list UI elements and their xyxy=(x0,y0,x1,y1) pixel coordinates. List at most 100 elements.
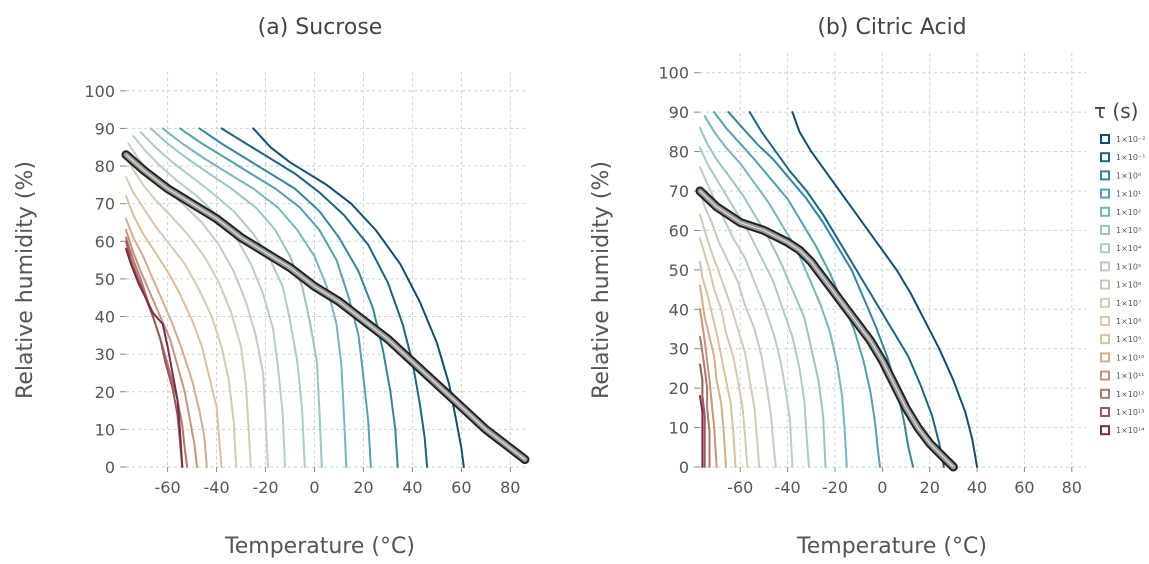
panel-b-tau-curve-0 xyxy=(791,111,979,468)
panel-a-title: (a) Sucrose xyxy=(258,15,383,40)
legend-label: 1×10⁸ xyxy=(1116,317,1141,326)
legend-label: 1×10¹ xyxy=(1116,190,1141,199)
legend-label: 1×10² xyxy=(1116,208,1141,217)
panel-b-ytick-label: 70 xyxy=(669,182,689,201)
panel-b-ytick-label: 100 xyxy=(658,64,689,83)
panel-a-ytick-label: 100 xyxy=(84,82,115,101)
legend-swatch xyxy=(1100,279,1110,290)
legend-label: 1×10⁴ xyxy=(1116,244,1141,253)
legend-label: 1×10⁵ xyxy=(1116,262,1141,271)
panel-a-ytick-label: 90 xyxy=(95,119,115,138)
panel-a-xtick-label: 20 xyxy=(353,478,373,497)
panel-a-ytick-label: 80 xyxy=(95,157,115,176)
legend-swatch xyxy=(1100,261,1110,272)
legend-swatch xyxy=(1100,152,1110,163)
panel-b-tau-curve-11 xyxy=(699,261,737,468)
panel-b-xtick-label: 40 xyxy=(967,478,987,497)
panel-a-ytick-label: 60 xyxy=(95,232,115,251)
panel-a-ytick-label: 50 xyxy=(95,270,115,289)
panel-b-tau-curve-3 xyxy=(713,111,881,468)
panel-b-ytick-label: 0 xyxy=(679,458,689,477)
legend-label: 1×10⁻¹ xyxy=(1116,153,1145,162)
legend-label: 1×10⁹ xyxy=(1116,335,1141,344)
panel-b-ticks: -60 -40 -20 0 20 40 60 80 0 10 20 30 40 50 60 70 80 90 100 xyxy=(658,64,1082,497)
panel-a-tau-curve-16 xyxy=(125,247,184,468)
panel-b-tau-curve-13 xyxy=(699,308,718,468)
panel-a-tau-curve-12 xyxy=(125,217,208,468)
legend-title: τ (s) xyxy=(1094,99,1138,123)
panel-b-ytick-label: 90 xyxy=(669,103,689,122)
legend-label: 1×10⁶ xyxy=(1116,281,1141,290)
panel-a-tau-curve-4 xyxy=(161,127,348,468)
panel-a-tau-curve-2 xyxy=(198,127,399,468)
panel-a-ytick-label: 30 xyxy=(95,345,115,364)
panel-b-ytick-label: 20 xyxy=(669,379,689,398)
panel-a-xtick-label: -40 xyxy=(204,478,230,497)
panel-b-xtick-label: 80 xyxy=(1062,478,1082,497)
panel-a-ytick-label: 70 xyxy=(95,195,115,214)
panel-a-xtick-label: -60 xyxy=(155,478,181,497)
panel-b-xtick-label: -20 xyxy=(822,478,848,497)
panel-b-xtick-label: 0 xyxy=(877,478,887,497)
legend-label: 1×10¹⁰ xyxy=(1116,353,1144,362)
panel-b-tau-curve-9 xyxy=(699,213,761,468)
panel-a-tau-curve-0 xyxy=(252,127,465,468)
panel-b-glass-band-center xyxy=(699,190,954,468)
panel-b-ytick-label: 30 xyxy=(669,340,689,359)
legend-swatch xyxy=(1100,188,1110,199)
panel-a-tau-curve-13 xyxy=(125,229,198,468)
panel-b-ytick-label: 80 xyxy=(669,143,689,162)
legend-swatch xyxy=(1100,352,1110,363)
panel-a-ytick-label: 40 xyxy=(95,308,115,327)
panel-b-glass-transition xyxy=(695,186,958,472)
legend-swatch xyxy=(1100,297,1110,308)
legend: τ (s) 1×10⁻²1×10⁻¹1×10⁰1×10¹1×10²1×10³1×… xyxy=(1094,99,1145,436)
panel-b-tau-curve-5 xyxy=(699,126,827,468)
panel-a-ytick-label: 0 xyxy=(105,458,115,477)
panel-citric-acid: (b) Citric Acid Temperature (°C) Relativ… xyxy=(589,15,1086,559)
panel-b-ytick-label: 10 xyxy=(669,419,689,438)
panel-a-xtick-label: 80 xyxy=(500,478,520,497)
panel-a-tau-curve-10 xyxy=(125,176,238,468)
legend-label: 1×10³ xyxy=(1116,226,1141,235)
panel-a-tau-curve-7 xyxy=(132,135,287,468)
legend-swatch xyxy=(1100,388,1110,399)
panel-b-title: (b) Citric Acid xyxy=(817,15,966,40)
panel-b-xtick-label: 60 xyxy=(1014,478,1034,497)
legend-swatch xyxy=(1100,425,1110,436)
legend-label: 1×10¹¹ xyxy=(1116,372,1144,381)
panel-a-xlabel: Temperature (°C) xyxy=(224,534,415,559)
panel-a-tau-curve-9 xyxy=(125,153,252,468)
legend-label: 1×10⁷ xyxy=(1116,299,1141,308)
legend-swatch xyxy=(1100,206,1110,217)
panel-b-xlabel: Temperature (°C) xyxy=(796,534,987,559)
panel-sucrose: (a) Sucrose Temperature (°C) Relative hu… xyxy=(13,15,530,559)
panel-a-tau-curve-3 xyxy=(178,127,372,468)
legend-swatch xyxy=(1100,170,1110,181)
panel-a-series xyxy=(125,127,465,468)
legend-label: 1×10⁻² xyxy=(1116,135,1145,144)
panel-b-ylabel: Relative humidity (%) xyxy=(589,161,614,399)
legend-swatch xyxy=(1100,316,1110,326)
panel-a-tau-curve-5 xyxy=(149,127,323,468)
panel-a-tau-curve-15 xyxy=(125,240,184,468)
panel-b-grid xyxy=(700,53,1086,468)
panel-a-xtick-label: 40 xyxy=(402,478,422,497)
panel-b-tau-curve-12 xyxy=(699,284,727,468)
panel-b-series xyxy=(699,111,979,468)
panel-a-xtick-label: 60 xyxy=(451,478,471,497)
legend-swatch xyxy=(1100,334,1110,345)
panel-b-ytick-label: 60 xyxy=(669,221,689,240)
panel-b-tau-curve-1 xyxy=(748,111,945,468)
legend-label: 1×10¹⁴ xyxy=(1116,426,1144,435)
panel-a-tau-curve-6 xyxy=(139,131,306,468)
legend-items: 1×10⁻² 1×10⁻¹ 1×10⁰ 1×10¹ 1×10² 1×10³ 1×10⁴ 1×1… xyxy=(1100,134,1145,436)
panel-b-tau-curve-10 xyxy=(699,237,749,468)
legend-label: 1×10¹³ xyxy=(1116,408,1144,417)
panel-b-tau-curve-8 xyxy=(699,190,777,468)
legend-swatch xyxy=(1100,134,1110,144)
legend-label: 1×10⁰ xyxy=(1116,171,1141,180)
legend-swatch xyxy=(1100,370,1110,381)
panel-a-tau-curve-11 xyxy=(125,195,223,468)
